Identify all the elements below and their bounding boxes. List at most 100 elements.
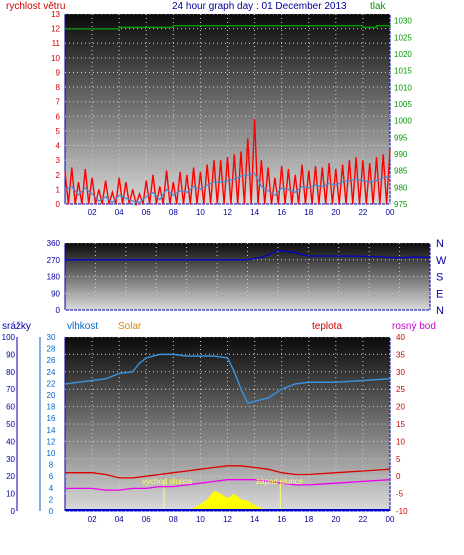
- humidity-tick: 4: [49, 484, 54, 493]
- x-tick-label: 14: [250, 208, 259, 217]
- x-tick-label: 02: [88, 515, 97, 524]
- wind-speed-tick: 7: [56, 98, 61, 107]
- sunrise-label: východ slunce: [142, 477, 193, 486]
- temperature-tick: 25: [396, 385, 405, 394]
- x-tick-label: 02: [88, 208, 97, 217]
- pressure-tick: 975: [394, 200, 408, 209]
- direction-tick: 270: [47, 256, 61, 265]
- direction-tick: 360: [47, 239, 61, 248]
- temperature-line: [65, 465, 391, 479]
- temperature-tick: 20: [396, 403, 405, 412]
- humidity-tick: 22: [47, 379, 56, 388]
- wind-speed-tick: 2: [56, 171, 61, 180]
- wind-gust-line: [64, 119, 391, 207]
- dewpoint-line: [65, 479, 391, 491]
- rain-tick: 40: [6, 437, 15, 446]
- sunset-label: západ slunce: [256, 477, 304, 486]
- humidity-line: [64, 353, 391, 404]
- pressure-label: tlak: [370, 1, 386, 12]
- humidity-tick: 12: [47, 437, 56, 446]
- x-tick-label: 18: [304, 515, 313, 524]
- wind-speed-tick: 11: [52, 39, 61, 48]
- x-tick-label: 08: [169, 208, 178, 217]
- direction-tick: 180: [47, 273, 61, 282]
- temperature-tick: 40: [396, 333, 405, 342]
- direction-tick: 90: [51, 289, 60, 298]
- x-tick-label: 10: [196, 208, 205, 217]
- rain-tick: 60: [6, 403, 15, 412]
- compass-tick: N: [436, 305, 444, 317]
- humidity-tick: 0: [49, 507, 54, 516]
- x-tick-label: 04: [115, 208, 124, 217]
- temperature-tick: 30: [396, 368, 405, 377]
- wind-speed-tick: 13: [51, 10, 60, 19]
- wind-speed-tick: 5: [56, 127, 61, 136]
- rain-tick: 20: [6, 472, 15, 481]
- humidity-tick: 28: [47, 345, 56, 354]
- rain-tick: 50: [6, 420, 15, 429]
- wind-speed-tick: 3: [56, 156, 61, 165]
- temperature-label: teplota: [312, 321, 343, 332]
- x-tick-label: 22: [358, 208, 367, 217]
- x-tick-label: 06: [142, 515, 151, 524]
- x-tick-label: 12: [223, 208, 232, 217]
- wind-pressure-panel: 02 04 06 08 10 12 14 16 18 20 22 000123456789101112…: [51, 10, 412, 217]
- wind-direction-line: [65, 249, 431, 261]
- rain-tick: 80: [6, 368, 15, 377]
- temperature-tick: 15: [396, 420, 405, 429]
- humidity-tick: 18: [47, 403, 56, 412]
- humidity-tick: 10: [47, 449, 56, 458]
- pressure-tick: 1030: [394, 17, 412, 26]
- rain-tick: 0: [11, 507, 16, 516]
- pressure-tick: 1025: [394, 33, 412, 42]
- pressure-line: [65, 25, 391, 30]
- chart-title: 24 hour graph day : 01 December 2013: [172, 1, 347, 12]
- pressure-tick: 1010: [394, 83, 412, 92]
- compass-tick: E: [436, 288, 443, 300]
- x-tick-label: 14: [250, 515, 259, 524]
- x-tick-label: 10: [196, 515, 205, 524]
- rain-tick: 70: [6, 385, 15, 394]
- temperature-tick: 10: [396, 437, 405, 446]
- pressure-tick: 1015: [394, 67, 412, 76]
- rain-tick: 30: [6, 455, 15, 464]
- pressure-tick: 995: [394, 133, 408, 142]
- compass-tick: W: [436, 255, 447, 267]
- x-tick-label: 16: [277, 208, 286, 217]
- humidity-tick: 24: [47, 368, 56, 377]
- humidity-label: vlhkost: [67, 321, 99, 332]
- humidity-tick: 30: [47, 333, 56, 342]
- temperature-tick: -5: [396, 490, 404, 499]
- wind-speed-tick: 10: [51, 54, 60, 63]
- rain-tick: 100: [2, 333, 16, 342]
- temperature-tick: 0: [396, 472, 401, 481]
- humidity-tick: 26: [47, 356, 56, 365]
- humidity-tick: 8: [49, 461, 54, 470]
- rain-tick: 10: [6, 490, 15, 499]
- humidity-tick: 2: [49, 495, 54, 504]
- pressure-tick: 1020: [394, 50, 412, 59]
- wind-speed-tick: 1: [56, 185, 61, 194]
- x-tick-label: 20: [331, 515, 340, 524]
- rain-tick: 90: [6, 350, 15, 359]
- wind-speed-tick: 9: [56, 68, 61, 77]
- x-tick-label: 00: [386, 208, 395, 217]
- wind-speed-tick: 6: [56, 112, 61, 121]
- wind-speed-tick: 12: [51, 25, 60, 34]
- temperature-tick: -10: [396, 507, 408, 516]
- temperature-tick: 35: [396, 350, 405, 359]
- x-tick-label: 06: [142, 208, 151, 217]
- x-tick-label: 20: [331, 208, 340, 217]
- pressure-tick: 1005: [394, 100, 412, 109]
- compass-tick: N: [436, 238, 444, 250]
- humidity-tick: 20: [47, 391, 56, 400]
- pressure-tick: 990: [394, 150, 408, 159]
- rain-label: srážky: [2, 321, 31, 332]
- temperature-humidity-panel: 02 04 06 08 10 12 14 16 18 20 22 000102030405060708…: [2, 333, 408, 524]
- wind-speed-label: rychlost větru: [6, 1, 66, 12]
- compass-tick: S: [436, 272, 443, 284]
- x-tick-label: 04: [115, 515, 124, 524]
- dewpoint-label: rosný bod: [392, 321, 436, 332]
- direction-tick: 0: [56, 306, 61, 315]
